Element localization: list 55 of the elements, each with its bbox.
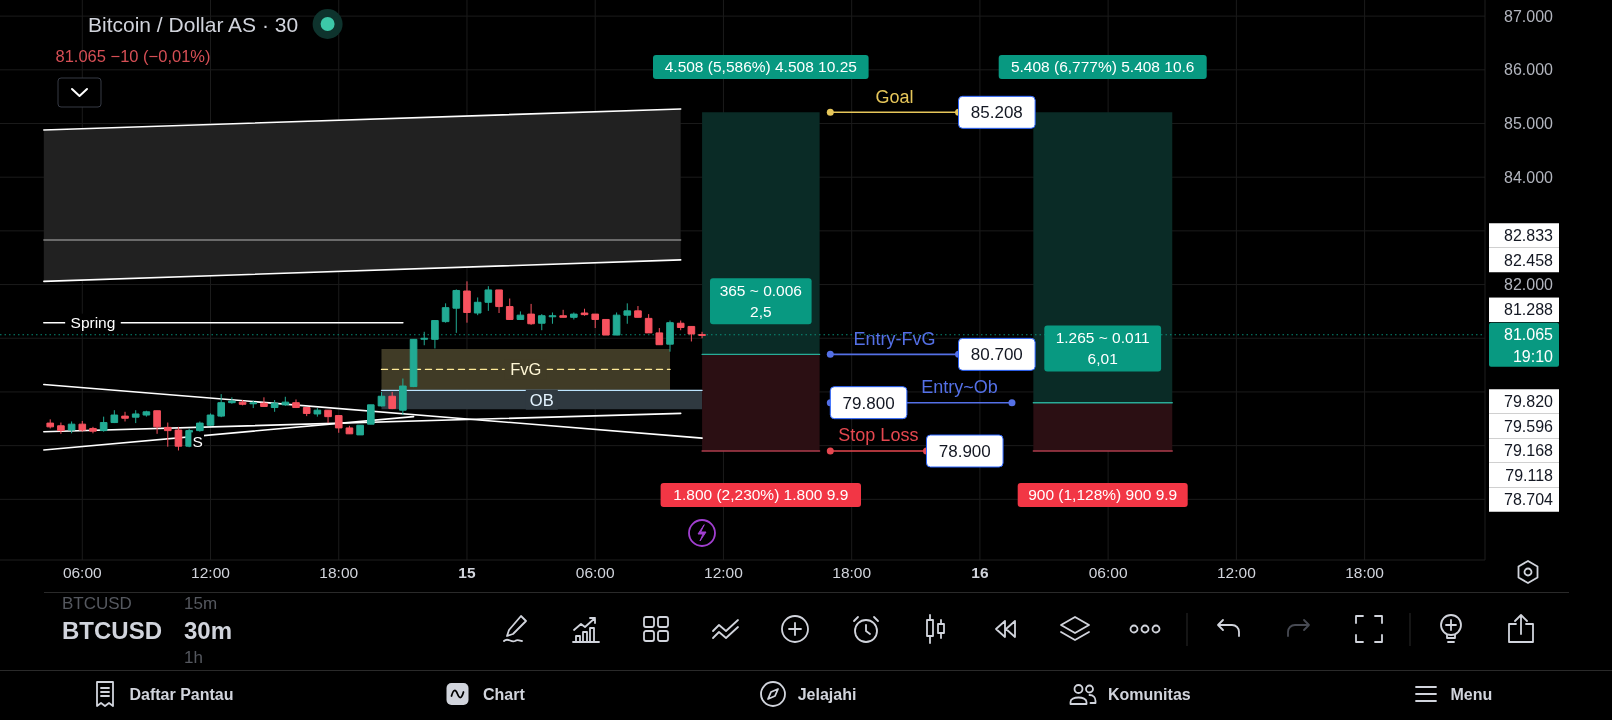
annotation: 4.508 (5,586%) 4.508 10.25 (664, 58, 857, 76)
x-tick-label: 15 (458, 563, 476, 581)
text: Jelajahi (797, 685, 857, 703)
y-tick-label: 85.000 (1504, 115, 1554, 133)
text: 1h (184, 648, 203, 667)
text: 82.833 (1504, 227, 1554, 245)
annotation: 5.408 (6,777%) 5.408 10.6 (1010, 58, 1195, 76)
text: 79.820 (1504, 393, 1554, 411)
x-tick-label: 18:00 (832, 563, 872, 581)
text: 15m (184, 594, 218, 613)
y-tick-label: 82.000 (1504, 276, 1554, 294)
data-label: 80.700 (970, 345, 1023, 365)
text: BTCUSD (62, 594, 132, 613)
text: 81.065 −10 (−0,01%) (55, 47, 211, 65)
ref-line-label: 81.065 19:10 (1504, 326, 1554, 366)
x-tick-label: 06:00 (62, 563, 103, 581)
series-label: OB (529, 390, 554, 409)
annotation: 1.800 (2,230%) 1.800 9.9 (673, 486, 849, 504)
text: Menu (1450, 685, 1493, 703)
series-label: Stop Loss (838, 425, 919, 446)
y-tick-label: 84.000 (1504, 168, 1554, 186)
annotation: 1.265 ~ 0.011 6,01 (1055, 329, 1150, 368)
text: 79.168 (1504, 442, 1554, 460)
text: Chart (483, 685, 526, 703)
series-label: Entry-FvG (853, 328, 936, 349)
x-tick-label: 06:00 (1088, 563, 1128, 581)
series-label: Goal (875, 86, 914, 107)
y-tick-label: 86.000 (1504, 61, 1554, 79)
x-tick-label: 18:00 (319, 563, 359, 581)
x-tick-label: 12:00 (191, 563, 231, 581)
x-tick-label: 18:00 (1345, 563, 1385, 581)
data-label: 85.208 (970, 103, 1023, 123)
text: 79.596 (1504, 417, 1554, 435)
text: 30m (184, 616, 233, 644)
text: 78.704 (1504, 491, 1554, 509)
annotation: 900 (1,128%) 900 9.9 (1028, 486, 1178, 504)
y-tick-label: 87.000 (1504, 7, 1554, 25)
data-label: 79.800 (842, 393, 895, 413)
x-tick-label: 12:00 (704, 563, 744, 581)
text: 79.118 (1505, 466, 1554, 484)
x-tick-label: 16 (971, 563, 989, 581)
annotation: S (192, 432, 203, 450)
annotation: Spring (70, 314, 116, 332)
text: Daftar Pantau (129, 685, 234, 703)
series-label: Entry~Ob (921, 376, 998, 397)
data-label: 78.900 (938, 442, 991, 462)
text: Bitcoin / Dollar AS · 30 (88, 12, 299, 36)
text: 82.458 (1504, 251, 1554, 269)
text: Komunitas (1108, 685, 1191, 703)
text: BTCUSD (62, 616, 162, 644)
x-tick-label: 12:00 (1216, 563, 1257, 581)
series-label: FvG (510, 360, 542, 379)
x-tick-label: 06:00 (575, 563, 615, 581)
annotation: 365 ~ 0.006 2,5 (719, 282, 802, 321)
text: 81.288 (1504, 301, 1554, 319)
